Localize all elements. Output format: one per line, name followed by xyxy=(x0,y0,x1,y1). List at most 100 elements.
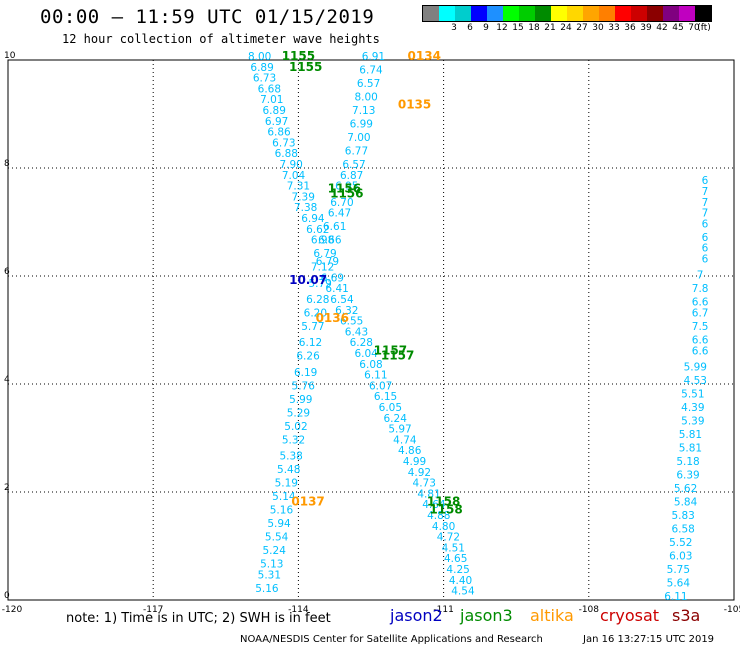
wave-height-value: 5.48 xyxy=(277,464,300,476)
color-cell xyxy=(471,6,487,21)
wave-height-value: 7 xyxy=(702,186,709,198)
wave-height-value: 7.12 xyxy=(311,262,334,274)
wave-height-value: 6.39 xyxy=(676,470,699,482)
wave-height-value: 4.81 xyxy=(417,488,440,500)
wave-height-value: 5.51 xyxy=(681,389,704,401)
y-tick-label: 10 xyxy=(4,51,16,61)
wave-height-value: 6.03 xyxy=(669,551,692,563)
time-label: 1158 xyxy=(427,495,460,509)
wave-height-value: 5.02 xyxy=(284,421,307,433)
wave-height-value: 7 xyxy=(697,270,704,282)
color-scale-label: 33 xyxy=(608,23,620,33)
wave-height-value: 7.01 xyxy=(260,94,283,106)
wave-height-value: 4.74 xyxy=(393,434,417,446)
wave-height-value: 6.62 xyxy=(306,224,329,236)
color-cell xyxy=(583,6,599,21)
wave-height-value: 6.04 xyxy=(354,348,378,360)
wave-height-value: 7.90 xyxy=(279,159,302,171)
wave-height-value: 5.83 xyxy=(671,510,694,522)
color-scale-legend: 3 6 9 12 15 18 21 24 27 30 33 36 39 42 45 70 (ft) xyxy=(422,5,712,34)
wave-height-value: 7.39 xyxy=(292,191,315,203)
legend-entry-jason3: jason3 xyxy=(460,606,513,625)
wave-height-value: 4.99 xyxy=(403,456,426,468)
wave-height-value: 6.58 xyxy=(671,524,694,536)
color-scale-label: 70 xyxy=(688,23,700,33)
wave-height-value: 6 xyxy=(702,254,709,266)
color-scale-label: 6 xyxy=(467,23,473,33)
wave-height-value: 5.84 xyxy=(674,497,698,509)
wave-height-value: 6.6 xyxy=(692,345,709,357)
wave-height-value: 6.57 xyxy=(357,78,380,90)
color-scale-label: 36 xyxy=(624,23,636,33)
color-cell xyxy=(487,6,503,21)
wave-height-value: 6.66 xyxy=(318,235,342,247)
color-cell xyxy=(615,6,631,21)
wave-height-value: 6 xyxy=(702,243,709,255)
wave-height-value: 7.5 xyxy=(692,321,709,333)
wave-height-value: 5.19 xyxy=(275,478,298,490)
wave-height-value: 6.61 xyxy=(323,221,346,233)
wave-height-value: 5.39 xyxy=(681,416,704,428)
y-tick-label: 4 xyxy=(4,375,10,385)
color-cell xyxy=(631,6,647,21)
color-cell xyxy=(647,6,663,21)
x-tick-label: -114 xyxy=(288,605,309,615)
wave-height-value: 6.28 xyxy=(306,294,329,306)
color-cell xyxy=(695,6,711,21)
wave-height-value: 4.51 xyxy=(442,542,465,554)
x-tick-label: -105 xyxy=(724,605,740,615)
wave-height-value: 6.94 xyxy=(301,213,325,225)
time-label: 1156 xyxy=(328,181,361,195)
wave-height-value: 5.13 xyxy=(260,559,283,571)
legend-entry-jason2: jason2 xyxy=(390,606,443,625)
color-cell xyxy=(423,6,439,21)
color-scale-label: 9 xyxy=(483,23,489,33)
legend-entry-s3a: s3a xyxy=(672,606,701,625)
wave-height-value: 5.29 xyxy=(287,407,310,419)
wave-height-value: 4.80 xyxy=(432,521,455,533)
wave-height-value: 6.68 xyxy=(258,83,281,95)
wave-height-value: 5.16 xyxy=(270,505,294,517)
wave-height-value: 6.74 xyxy=(359,65,383,77)
wave-height-value: 5.99 xyxy=(684,362,707,374)
wave-height-value: 6.07 xyxy=(369,380,392,392)
color-scale-label: 30 xyxy=(592,23,604,33)
wave-height-value: 6.28 xyxy=(350,337,373,349)
wave-height-value: 5.52 xyxy=(669,537,692,549)
wave-height-value: 6.11 xyxy=(664,591,687,603)
wave-height-value: 6.73 xyxy=(253,73,276,85)
wave-height-value: 4.72 xyxy=(437,532,460,544)
color-scale-label: 24 xyxy=(560,23,572,33)
wave-height-value: 6.98 xyxy=(311,235,334,247)
color-cell xyxy=(663,6,679,21)
wave-height-value: 7.00 xyxy=(347,132,370,144)
color-cell xyxy=(519,6,535,21)
wave-height-value: 5.76 xyxy=(292,380,316,392)
wave-height-value: 5.79 xyxy=(308,278,331,290)
legend-entry-cryosat: cryosat xyxy=(600,606,660,625)
wave-height-value: 5.97 xyxy=(388,424,411,436)
wave-height-value: 4.73 xyxy=(413,478,436,490)
wave-height-value: 6 xyxy=(702,175,709,187)
wave-height-value: 6.15 xyxy=(374,391,397,403)
wave-height-value: 4.92 xyxy=(408,467,431,479)
time-label: 0135 xyxy=(398,98,431,112)
wave-height-value: 5.24 xyxy=(263,545,287,557)
wave-height-value: 7.13 xyxy=(352,105,375,117)
color-scale-label: 21 xyxy=(544,23,556,33)
wave-height-value: 5.94 xyxy=(267,518,291,530)
wave-height-value: 5.38 xyxy=(279,451,302,463)
wave-height-value: 5.16 xyxy=(255,583,279,595)
wave-height-value: 6.43 xyxy=(345,326,368,338)
wave-height-value: 6.26 xyxy=(296,351,320,363)
generated-timestamp: Jan 16 13:27:15 UTC 2019 xyxy=(583,634,715,645)
wave-height-value: 7.38 xyxy=(294,202,317,214)
wave-height-value: 6.24 xyxy=(384,413,408,425)
time-label: 1157 xyxy=(381,349,414,363)
chart-subtitle: 12 hour collection of altimeter wave hei… xyxy=(62,32,380,46)
plot-frame xyxy=(7,59,735,601)
color-scale-labels: 3 6 9 12 15 18 21 24 27 30 33 36 39 42 45 70 (ft) xyxy=(422,22,712,34)
wave-height-value: 6.69 xyxy=(321,272,344,284)
wave-height-value: 6.20 xyxy=(304,308,327,320)
